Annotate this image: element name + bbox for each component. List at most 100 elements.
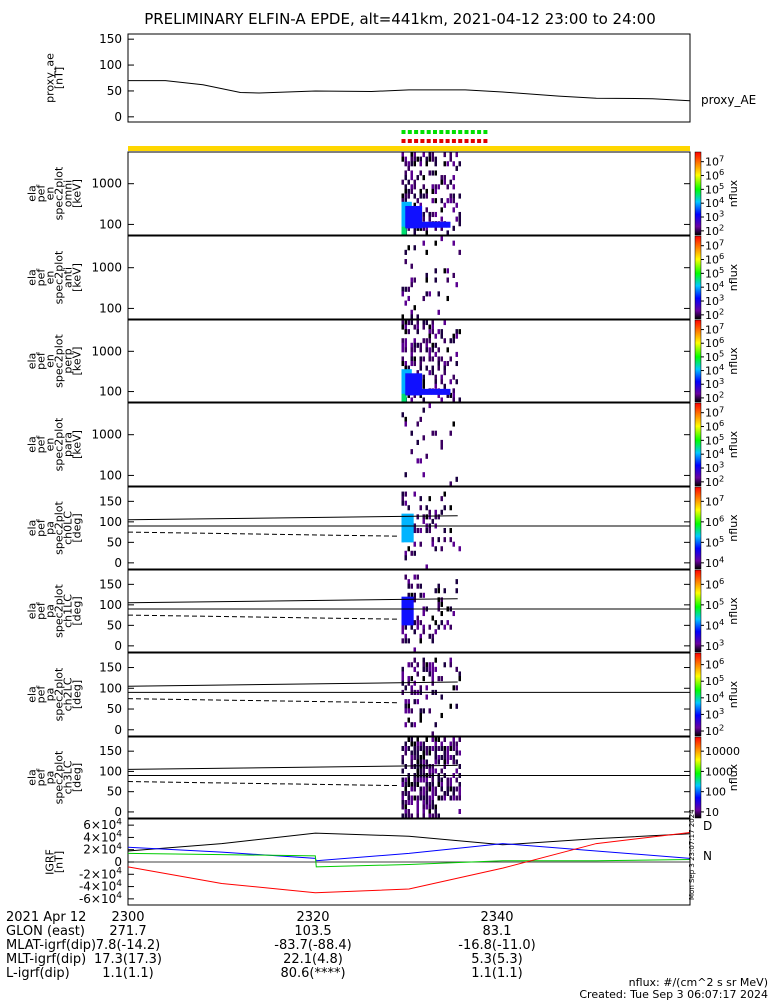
spectrogram-cell xyxy=(407,193,411,199)
spectrogram-cell xyxy=(446,782,450,787)
spectrogram-cell xyxy=(428,795,432,801)
spectrogram-cell xyxy=(428,324,432,330)
spectrogram-cell xyxy=(428,809,432,814)
spectrogram-cell xyxy=(419,633,423,639)
spectrogram-cell xyxy=(452,421,456,427)
spectrogram-cell xyxy=(440,620,444,626)
spectrogram-cell xyxy=(413,746,417,751)
spectrogram-cell xyxy=(428,662,432,668)
ae-legend-label: proxy_AE xyxy=(701,93,756,107)
spectrogram-cell xyxy=(416,741,420,747)
spectrogram-cell xyxy=(434,804,438,810)
spectrogram-cell xyxy=(437,676,441,682)
spectrogram-cell xyxy=(449,392,453,398)
spectrogram-cell xyxy=(452,392,456,398)
colorbar-tick-label: 106 xyxy=(705,335,724,350)
spectrogram-cell xyxy=(401,179,405,185)
spectrogram-cell xyxy=(458,764,462,769)
spectrogram-cell xyxy=(401,759,405,765)
spectrogram-cell xyxy=(434,333,438,339)
spectrogram-cell xyxy=(407,546,411,552)
igrf-legend-d: D xyxy=(703,819,712,833)
spectrogram-cell xyxy=(458,161,462,167)
spectrogram-cell xyxy=(416,755,420,760)
axis-label-line: [nT] xyxy=(53,67,66,89)
spectrogram-cell xyxy=(431,356,435,362)
spectrogram-cell xyxy=(407,592,411,598)
spectrogram-cell xyxy=(422,374,426,380)
spectrogram-cell xyxy=(422,225,426,231)
spectrogram-cell xyxy=(428,624,432,630)
spectrogram-cell xyxy=(425,193,429,199)
spectrogram-cell xyxy=(401,500,405,506)
spectrogram-cell xyxy=(425,685,429,691)
spectrogram-cell xyxy=(419,365,423,371)
axis-label-line: en xyxy=(44,438,57,452)
spectrogram-cell xyxy=(416,342,420,348)
spectrogram-cell xyxy=(416,221,421,228)
spectrogram-cell xyxy=(413,324,417,330)
spectrogram-cell xyxy=(434,666,438,672)
spectrogram-cell xyxy=(449,657,453,663)
spectrogram-cell xyxy=(413,361,417,367)
spectrogram-cell xyxy=(401,286,405,292)
spectrogram-cell xyxy=(427,221,432,228)
spectrogram-cell xyxy=(437,392,441,398)
axis-label-line: en xyxy=(44,271,57,285)
spectrogram-cell xyxy=(413,597,417,603)
spectrogram-cell xyxy=(404,804,408,810)
spectrogram-cell xyxy=(428,514,432,520)
axis-label-line: spec2plot xyxy=(53,334,66,388)
spectrogram-cell xyxy=(416,759,420,765)
spectrogram-cell xyxy=(440,356,444,362)
igrf-series-3 xyxy=(127,832,691,894)
spectrogram-cell xyxy=(446,198,450,204)
spectrogram-cell xyxy=(416,768,420,774)
spectrogram-cell xyxy=(434,379,438,385)
spectrogram-cell xyxy=(422,800,426,805)
spectrogram-cell xyxy=(404,188,408,194)
spectrogram-cell xyxy=(438,388,443,395)
colorbar-tick-label: 104 xyxy=(705,554,724,569)
orbit-value: 22.1(4.8) xyxy=(283,952,343,967)
y-tick-label: 0 xyxy=(114,639,122,653)
orbit-time-2300: 2300 xyxy=(111,910,144,925)
spectrogram-cell xyxy=(449,755,453,760)
axis-label-line: pef xyxy=(35,435,48,454)
spectrogram-cell xyxy=(446,392,450,398)
spectrogram-cell xyxy=(407,717,411,723)
spectrogram-cell xyxy=(434,786,438,792)
marker-red xyxy=(414,139,419,143)
y-tick-label: 150 xyxy=(99,577,122,591)
axis-label-line: spec2plot xyxy=(53,166,66,220)
spectrogram-cell xyxy=(401,152,405,158)
spectrogram-cell xyxy=(401,782,405,787)
spectrogram-cell xyxy=(407,809,411,814)
spectrogram-cell xyxy=(401,496,405,502)
spectrogram-cell xyxy=(422,193,426,199)
spectrogram-cell xyxy=(437,795,441,801)
spectrogram-cell xyxy=(422,240,426,246)
spectrogram-cell xyxy=(449,624,453,630)
spectrogram-cell xyxy=(449,528,453,534)
spectrogram-cell xyxy=(455,795,459,801)
spectrogram-cell xyxy=(449,782,453,787)
spectrogram-cell xyxy=(416,800,420,805)
colorbar-tick-label: 103 xyxy=(705,706,724,721)
spectrogram-cell xyxy=(452,611,456,617)
spectrogram-cell xyxy=(404,791,408,796)
spectrogram-cell xyxy=(404,782,408,787)
spectrogram-cell xyxy=(452,791,456,796)
marker-green xyxy=(451,130,456,134)
spectrogram-cell xyxy=(419,746,423,751)
spectrogram-cell xyxy=(419,759,423,765)
spectrogram-cell xyxy=(437,588,441,594)
spectrogram-cell xyxy=(419,791,423,796)
colorbar-tick-label: 103 xyxy=(705,460,724,475)
spectrogram-cell xyxy=(412,388,417,395)
spectrogram-cell xyxy=(422,708,426,714)
marker-green xyxy=(426,130,431,134)
